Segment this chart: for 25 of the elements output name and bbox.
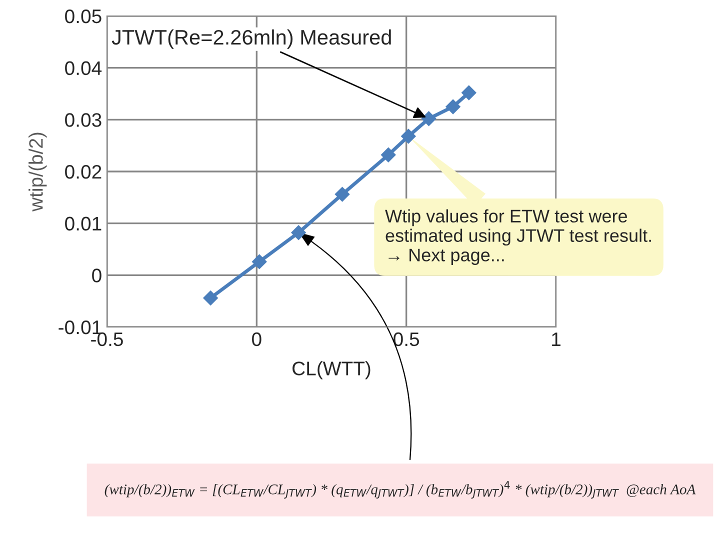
y-tick-label: 0.05 bbox=[65, 9, 102, 24]
point bbox=[252, 254, 267, 270]
x-tick-label: 0.5 bbox=[394, 332, 420, 346]
y-tick-label: -0.01 bbox=[58, 320, 102, 334]
annotation: JTWT(Re=2.26mln) Measured bbox=[112, 29, 391, 49]
y-axis-title: wtip/(b/2) bbox=[28, 132, 47, 212]
y-tick-label: 0.04 bbox=[65, 61, 102, 76]
point bbox=[401, 128, 416, 144]
point bbox=[462, 85, 476, 100]
point bbox=[334, 186, 350, 202]
point bbox=[203, 290, 218, 306]
y-tick-label: 0.01 bbox=[65, 216, 102, 231]
point bbox=[421, 111, 436, 126]
y-tick-label: 0 bbox=[92, 268, 102, 282]
x-axis-title: CL(WTT) bbox=[292, 361, 370, 380]
annotation: Wtip values for ETW test were estimated using JTWT test result. → Next page... bbox=[385, 209, 651, 265]
x-tick-label: -0.5 bbox=[91, 332, 123, 346]
text: (wtip/(b/2))$_{ETW}$ = [(CL$_{ETW}$/CL$_{JTWT}$) * (q$_{ETW}$/q$_{JTWT}$)] / (b$_{ETW}$/b$_{JTWT}$)$^{4}$ * (wtip/(b/2))$_{JTWT}$ @each AoA bbox=[104, 481, 696, 499]
point bbox=[446, 99, 460, 114]
point bbox=[380, 148, 396, 162]
point bbox=[291, 225, 306, 240]
x-tick-label: 1 bbox=[552, 332, 560, 346]
y-tick-label: 0.02 bbox=[65, 164, 102, 179]
y-tick-label: 0.03 bbox=[65, 113, 102, 127]
x-tick-label: 0 bbox=[252, 332, 262, 346]
